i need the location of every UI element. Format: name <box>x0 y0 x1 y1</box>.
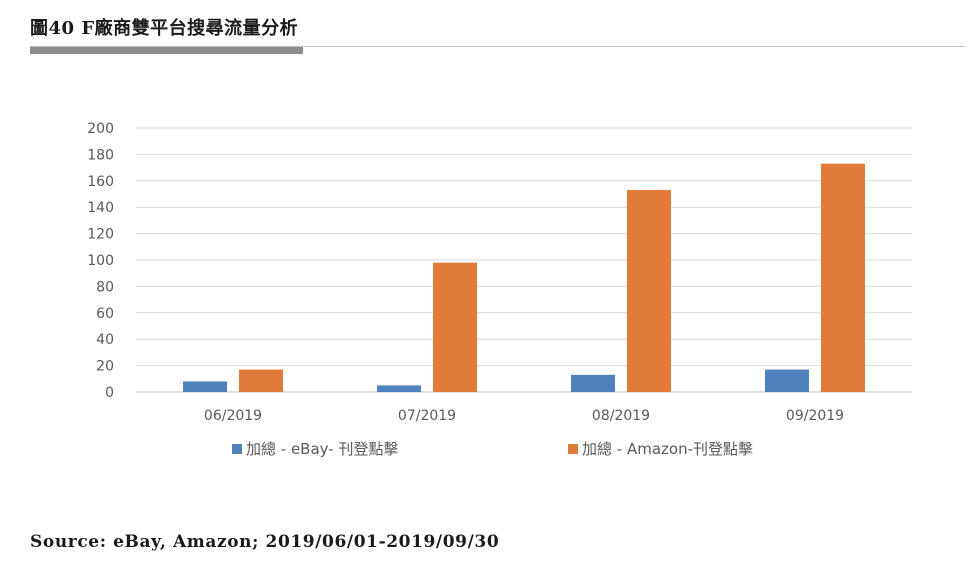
x-tick-label: 09/2019 <box>786 408 844 424</box>
y-tick-label: 160 <box>87 174 114 190</box>
bars <box>183 163 865 392</box>
legend: 加總 - eBay- 刊登點擊 加總 - Amazon-刊登點擊 <box>232 440 753 458</box>
legend-swatch <box>232 444 242 454</box>
legend-label: 加總 - Amazon-刊登點擊 <box>582 440 753 458</box>
y-tick-label: 180 <box>87 147 114 163</box>
y-tick-label: 120 <box>87 227 114 243</box>
header-rule <box>30 46 964 47</box>
header-accent-bar <box>30 47 303 54</box>
y-tick-label: 0 <box>105 385 114 401</box>
legend-label: 加總 - eBay- 刊登點擊 <box>246 440 398 458</box>
y-tick-label: 200 <box>87 121 114 137</box>
bar-amazon <box>433 262 477 392</box>
bar-ebay <box>183 381 227 392</box>
y-tick-label: 20 <box>96 359 114 375</box>
bar-amazon <box>627 190 671 392</box>
bar-ebay <box>571 374 615 392</box>
bar-ebay <box>377 385 421 392</box>
bar-amazon <box>239 369 283 392</box>
y-tick-label: 40 <box>96 332 114 348</box>
x-tick-label: 06/2019 <box>204 408 262 424</box>
y-tick-label: 60 <box>96 306 114 322</box>
x-tick-labels: 06/2019 07/2019 08/2019 09/2019 <box>204 408 844 424</box>
bar-amazon <box>821 163 865 392</box>
grid-lines <box>136 127 912 393</box>
y-tick-labels: 0 20 40 60 80 100 120 140 160 180 200 <box>87 121 114 401</box>
legend-swatch <box>568 444 578 454</box>
x-tick-label: 08/2019 <box>592 408 650 424</box>
x-tick-label: 07/2019 <box>398 408 456 424</box>
figure-title: 圖40 F廠商雙平台搜尋流量分析 <box>30 18 299 39</box>
bar-chart: 0 20 40 60 80 100 120 140 160 180 200 06/2019 07/20… <box>87 121 912 458</box>
source-note: Source: eBay, Amazon; 2019/06/01-2019/09… <box>30 532 500 552</box>
y-tick-label: 80 <box>96 279 114 295</box>
y-tick-label: 100 <box>87 253 114 269</box>
y-tick-label: 140 <box>87 200 114 216</box>
chart-container: 0 20 40 60 80 100 120 140 160 180 200 06/2019 07/20… <box>60 102 940 482</box>
bar-ebay <box>765 369 809 392</box>
